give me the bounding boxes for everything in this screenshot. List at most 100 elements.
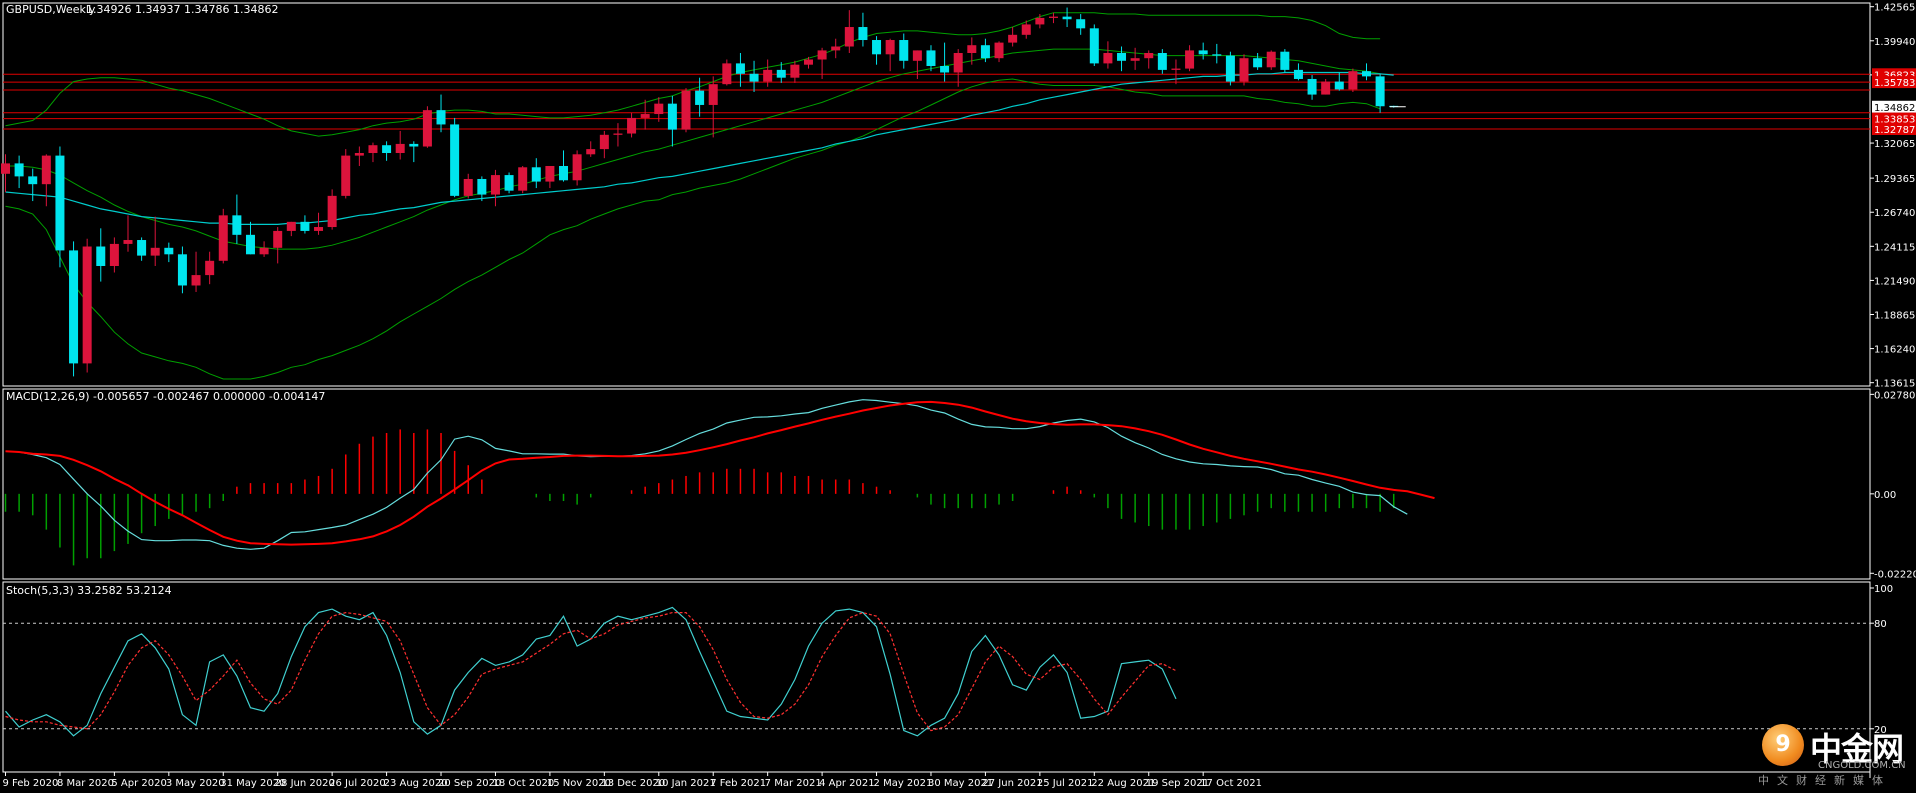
time-axis-label: 23 Aug 2020 (384, 778, 448, 789)
bollinger-lower-line (5, 78, 1381, 380)
candle-body (191, 275, 201, 286)
candle (831, 38, 841, 59)
candle (1307, 75, 1317, 100)
candle (1144, 50, 1154, 69)
candle-body (640, 114, 650, 118)
time-axis-label: 4 Apr 2021 (819, 778, 874, 789)
candle (735, 53, 745, 87)
time-axis-label: 27 Jun 2021 (982, 778, 1042, 789)
time-axis-label: 22 Aug 2021 (1091, 778, 1155, 789)
candle (518, 165, 528, 194)
time-axis-label: 13 Dec 2020 (601, 778, 665, 789)
candle-body (1198, 50, 1208, 55)
candle (858, 12, 868, 47)
candle (191, 251, 201, 292)
candle-body (69, 250, 79, 364)
candle (1157, 49, 1167, 74)
candle-body (940, 65, 950, 73)
candle (654, 97, 664, 122)
candle (314, 212, 324, 235)
candle (1171, 59, 1181, 85)
candle-body (926, 50, 936, 66)
candle-body (1062, 16, 1072, 20)
candle-body (967, 45, 977, 54)
candle (218, 208, 228, 264)
candle-body (1117, 53, 1127, 61)
candle (994, 41, 1004, 63)
candle (382, 141, 392, 161)
candle-body (1362, 71, 1371, 77)
candle (749, 60, 759, 92)
candle (245, 221, 255, 255)
candle-body (395, 143, 405, 154)
time-axis-label: 30 May 2021 (928, 778, 993, 789)
candle-body (681, 90, 691, 130)
time-axis-label: 2 May 2021 (874, 778, 933, 789)
candle (28, 168, 38, 202)
candle-body (790, 64, 800, 78)
candle (776, 62, 786, 83)
price-axis-label: 1.18865 (1874, 311, 1915, 322)
candle-body (599, 134, 609, 150)
candle (422, 106, 432, 148)
candle (463, 173, 473, 199)
candle-body (55, 155, 65, 251)
candle (177, 246, 187, 294)
candle-body (1157, 53, 1167, 70)
candle (708, 76, 718, 138)
cngold-logo: 9 中金网 CNGOLD.COM.CN 中文财经新媒体 (1758, 722, 1908, 788)
time-axis-label: 5 Apr 2020 (111, 778, 166, 789)
time-axis-label: 28 Jun 2020 (275, 778, 335, 789)
price-panel-ohlc: 1.34926 1.34937 1.34786 1.34862 (86, 3, 278, 16)
candle-body (382, 145, 392, 154)
macd-line (5, 399, 1408, 550)
time-axis-label: 9 Feb 2020 (3, 778, 59, 789)
price-axis-label: 1.13615 (1874, 379, 1915, 390)
candle-body (164, 247, 174, 255)
candle-body (572, 154, 582, 181)
candle (599, 130, 609, 159)
candle-body (450, 124, 460, 196)
candle-body (273, 230, 283, 248)
candle (1021, 20, 1031, 39)
candle-body (82, 246, 92, 364)
candle-body (286, 221, 296, 231)
price-panel-symbol: GBPUSD,Weekly (6, 3, 96, 16)
candle-body (1375, 76, 1385, 107)
candle (273, 227, 283, 264)
candle-body (314, 227, 324, 231)
candle-body (695, 90, 705, 105)
candle (409, 141, 419, 163)
logo-tagline: 中文财经新媒体 (1758, 774, 1891, 787)
candle (667, 95, 677, 147)
candle-body (749, 73, 759, 82)
candle (82, 238, 92, 373)
candle (490, 169, 500, 207)
candle (1239, 54, 1249, 86)
candle-body (245, 234, 255, 255)
candle (1334, 72, 1344, 91)
candle-body (872, 40, 882, 55)
price-tag-box (1872, 112, 1916, 125)
candle-body (28, 176, 38, 185)
candle-body (150, 247, 160, 256)
candle-body (1348, 71, 1358, 90)
candle-body (504, 175, 514, 191)
candle (1321, 78, 1331, 95)
candle (1375, 73, 1385, 113)
candle-body (1266, 51, 1276, 68)
time-axis-label: 19 Sep 2021 (1146, 778, 1209, 789)
candle-body (477, 178, 487, 195)
price-tag-label: 1.32787 (1874, 125, 1915, 136)
bollinger-upper-line (5, 12, 1381, 137)
candle-body (912, 50, 922, 61)
time-axis-label: 20 Sep 2020 (438, 778, 501, 789)
candle-body (545, 165, 555, 182)
panel-frame-1 (2, 2, 1871, 387)
candle (1076, 14, 1086, 35)
time-axis-label: 15 Nov 2020 (547, 778, 611, 789)
candle (69, 241, 79, 377)
stoch-panel-title: Stoch(5,3,3) 33.2582 53.2124 (6, 584, 172, 597)
